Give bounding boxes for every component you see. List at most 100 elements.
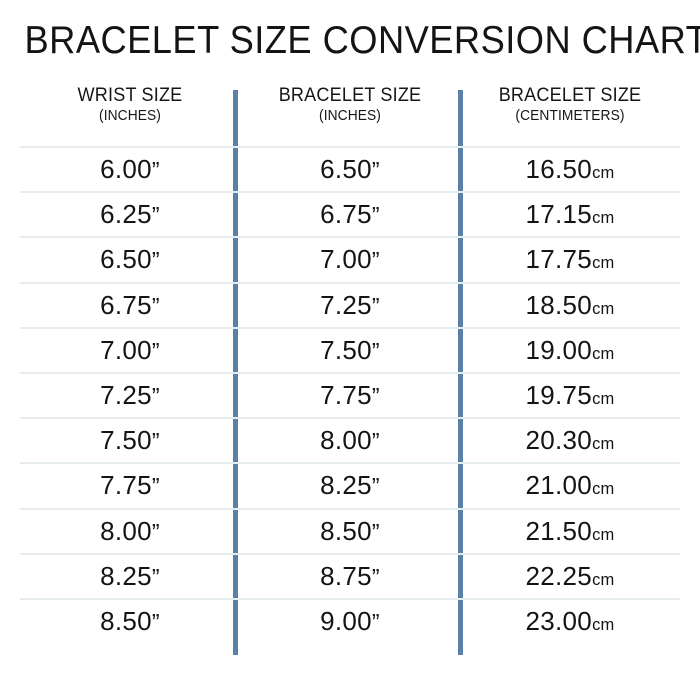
table-row: 6.00” 6.50” 16.50cm	[20, 146, 680, 191]
cell-bracelet-size-inches: 7.75”	[240, 374, 460, 417]
cell-unit: cm	[592, 344, 615, 363]
cell-unit: cm	[592, 254, 615, 273]
cell-unit: ”	[151, 247, 160, 274]
cell-unit: ”	[151, 473, 160, 500]
cell-value: 7.50	[320, 334, 372, 365]
cell-unit: cm	[592, 570, 615, 589]
column-header-unit: (CENTIMETERS)	[515, 108, 625, 124]
cell-value: 17.75	[525, 244, 593, 275]
table-row: 8.25” 8.75” 22.25cm	[20, 552, 680, 598]
cell-value: 7.00	[320, 244, 372, 275]
cell-value: 18.50	[525, 289, 593, 320]
cell-unit: ”	[151, 382, 160, 409]
cell-bracelet-size-inches: 8.75”	[240, 555, 460, 598]
cell-value: 7.75	[100, 470, 152, 501]
cell-unit: cm	[592, 389, 615, 408]
cell-value: 7.25	[100, 379, 152, 410]
cell-bracelet-size-centimeters: 22.25cm	[460, 555, 680, 598]
cell-value: 8.50	[320, 515, 372, 546]
cell-unit: cm	[592, 615, 615, 634]
cell-bracelet-size-centimeters: 17.75cm	[460, 238, 680, 281]
column-header-bracelet-size-inches: BRACELET SIZE (INCHES)	[240, 84, 460, 146]
cell-unit: ”	[371, 563, 380, 590]
cell-wrist-size-inches: 7.00”	[20, 329, 240, 372]
cell-wrist-size-inches: 6.75”	[20, 284, 240, 327]
table-row: 6.25” 6.75” 17.15cm	[20, 191, 680, 236]
cell-unit: ”	[371, 157, 380, 183]
cell-value: 8.75	[320, 560, 372, 591]
column-header-bracelet-size-centimeters: BRACELET SIZE (CENTIMETERS)	[460, 84, 680, 146]
cell-unit: ”	[151, 292, 160, 319]
cell-unit: cm	[592, 525, 615, 544]
cell-value: 6.75	[320, 199, 372, 230]
cell-value: 7.25	[320, 289, 372, 320]
cell-value: 7.00	[100, 334, 152, 365]
cell-bracelet-size-centimeters: 20.30cm	[460, 419, 680, 462]
cell-unit: ”	[151, 157, 160, 183]
cell-unit: ”	[371, 473, 380, 500]
cell-bracelet-size-centimeters: 21.00cm	[460, 464, 680, 507]
page-title: BRACELET SIZE CONVERSION CHART	[24, 19, 700, 62]
cell-value: 7.50	[100, 425, 152, 456]
cell-bracelet-size-inches: 6.75”	[240, 193, 460, 236]
cell-bracelet-size-centimeters: 17.15cm	[460, 193, 680, 236]
cell-bracelet-size-centimeters: 18.50cm	[460, 284, 680, 327]
table-row: 8.00” 8.50” 21.50cm	[20, 507, 680, 553]
cell-wrist-size-inches: 6.25”	[20, 193, 240, 236]
cell-unit: ”	[371, 518, 380, 545]
cell-unit: cm	[592, 480, 615, 499]
cell-bracelet-size-centimeters: 19.75cm	[460, 374, 680, 417]
cell-value: 8.00	[100, 515, 152, 546]
cell-bracelet-size-inches: 7.00”	[240, 238, 460, 281]
cell-bracelet-size-inches: 8.50”	[240, 510, 460, 553]
cell-wrist-size-inches: 7.50”	[20, 419, 240, 462]
cell-value: 16.50	[525, 154, 593, 184]
cell-wrist-size-inches: 7.75”	[20, 464, 240, 507]
table-row: 7.75” 8.25” 21.00cm	[20, 462, 680, 507]
table-row: 6.50” 7.00” 17.75cm	[20, 236, 680, 281]
size-conversion-table: WRIST SIZE (INCHES) BRACELET SIZE (INCHE…	[20, 84, 680, 659]
cell-value: 6.25	[100, 199, 152, 230]
cell-value: 8.50	[100, 605, 152, 636]
cell-bracelet-size-centimeters: 21.50cm	[460, 510, 680, 553]
table-body: 6.00” 6.50” 16.50cm 6.25” 6.75” 17.15cm 6.50” 7…	[20, 146, 680, 643]
cell-bracelet-size-inches: 7.50”	[240, 329, 460, 372]
cell-bracelet-size-inches: 9.00”	[240, 600, 460, 643]
cell-bracelet-size-centimeters: 16.50cm	[460, 148, 680, 191]
cell-value: 20.30	[525, 425, 593, 456]
cell-value: 19.00	[525, 334, 593, 365]
cell-value: 21.00	[525, 470, 593, 501]
cell-unit: ”	[151, 202, 160, 229]
cell-unit: cm	[592, 435, 615, 454]
cell-unit: ”	[371, 247, 380, 274]
column-header-title: BRACELET SIZE	[278, 85, 422, 106]
column-header-wrist-size-inches: WRIST SIZE (INCHES)	[20, 84, 240, 146]
table-row: 6.75” 7.25” 18.50cm	[20, 281, 680, 327]
cell-wrist-size-inches: 8.50”	[20, 600, 240, 643]
table-row: 7.25” 7.75” 19.75cm	[20, 371, 680, 417]
cell-unit: ”	[151, 518, 160, 545]
table-row: 8.50” 9.00” 23.00cm	[20, 597, 680, 643]
table-row: 7.50” 8.00” 20.30cm	[20, 417, 680, 462]
cell-wrist-size-inches: 8.25”	[20, 555, 240, 598]
cell-value: 7.75	[320, 379, 372, 410]
cell-value: 8.00	[320, 425, 372, 456]
table-row: 7.00” 7.50” 19.00cm	[20, 326, 680, 372]
cell-wrist-size-inches: 6.50”	[20, 238, 240, 281]
cell-value: 17.15	[525, 199, 593, 230]
cell-bracelet-size-inches: 6.50”	[240, 148, 460, 191]
cell-unit: ”	[151, 608, 160, 635]
cell-bracelet-size-centimeters: 23.00cm	[460, 600, 680, 643]
cell-value: 6.75	[100, 289, 152, 320]
cell-bracelet-size-inches: 8.00”	[240, 419, 460, 462]
cell-value: 6.50	[100, 244, 152, 275]
cell-unit: cm	[592, 299, 615, 318]
cell-wrist-size-inches: 7.25”	[20, 374, 240, 417]
cell-unit: ”	[371, 337, 380, 364]
cell-bracelet-size-inches: 8.25”	[240, 464, 460, 507]
cell-unit: ”	[371, 382, 380, 409]
cell-value: 9.00	[320, 605, 372, 636]
cell-value: 6.50	[320, 154, 372, 184]
cell-value: 19.75	[525, 379, 593, 410]
cell-bracelet-size-inches: 7.25”	[240, 284, 460, 327]
